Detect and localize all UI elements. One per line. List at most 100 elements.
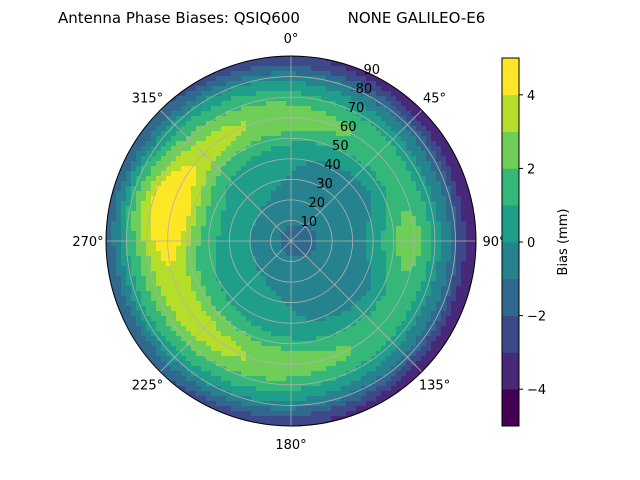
field-cell [386,331,392,337]
field-cell [196,206,202,212]
field-cell [331,321,337,327]
field-cell [206,216,212,222]
field-cell [161,196,167,202]
field-cell [396,221,402,227]
field-cell [346,241,352,247]
field-cell [296,131,302,137]
field-cell [396,381,402,387]
field-cell [191,351,197,357]
field-cell [251,96,257,102]
field-cell [351,316,357,322]
field-cell [256,111,262,117]
field-cell [371,81,377,87]
field-cell [176,226,182,232]
field-cell [346,81,352,87]
field-cell [331,161,337,167]
field-cell [256,361,262,367]
field-cell [226,311,232,317]
field-cell [341,376,347,382]
field-cell [461,316,467,322]
field-cell [156,361,162,367]
field-cell [456,186,462,192]
field-cell [121,241,127,247]
field-cell [186,171,192,177]
field-cell [341,366,347,372]
field-cell [226,371,232,377]
field-cell [276,416,282,422]
field-cell [296,391,302,397]
field-cell [206,126,212,132]
field-cell [406,371,412,377]
field-cell [216,241,222,247]
field-cell [341,91,347,97]
field-cell [201,276,207,282]
field-cell [451,246,457,252]
field-cell [341,286,347,292]
field-cell [261,371,267,377]
field-cell [141,146,147,152]
field-cell [381,301,387,307]
field-cell [441,256,447,262]
field-cell [356,201,362,207]
field-cell [371,206,377,212]
field-cell [251,321,257,327]
field-cell [121,311,127,317]
field-cell [236,96,242,102]
field-cell [436,206,442,212]
field-cell [366,166,372,172]
field-cell [221,386,227,392]
field-cell [311,236,317,242]
field-cell [291,141,297,147]
field-cell [306,156,312,162]
field-cell [416,186,422,192]
field-cell [276,246,282,252]
field-cell [356,211,362,217]
field-cell [171,141,177,147]
field-cell [366,161,372,167]
field-cell [186,381,192,387]
field-cell [461,186,467,192]
field-cell [361,161,367,167]
field-cell [291,111,297,117]
field-cell [221,416,227,422]
field-cell [451,211,457,217]
field-cell [236,166,242,172]
field-cell [171,111,177,117]
field-cell [231,136,237,142]
field-cell [386,301,392,307]
field-cell [246,311,252,317]
field-cell [201,171,207,177]
field-cell [386,236,392,242]
field-cell [441,181,447,187]
field-cell [146,326,152,332]
field-cell [136,276,142,282]
field-cell [276,351,282,357]
field-cell [376,101,382,107]
field-cell [406,376,412,382]
field-cell [171,241,177,247]
field-cell [436,141,442,147]
field-cell [376,361,382,367]
field-cell [291,81,297,87]
field-cell [231,91,237,97]
field-cell [336,276,342,282]
field-cell [286,321,292,327]
field-cell [416,301,422,307]
field-cell [216,371,222,377]
field-cell [121,306,127,312]
field-cell [371,186,377,192]
field-cell [426,341,432,347]
field-cell [451,186,457,192]
field-cell [211,101,217,107]
field-cell [351,356,357,362]
field-cell [346,66,352,72]
field-cell [236,191,242,197]
field-cell [176,256,182,262]
field-cell [351,171,357,177]
field-cell [306,76,312,82]
field-cell [166,301,172,307]
field-cell [121,216,127,222]
field-cell [461,291,467,297]
field-cell [371,281,377,287]
